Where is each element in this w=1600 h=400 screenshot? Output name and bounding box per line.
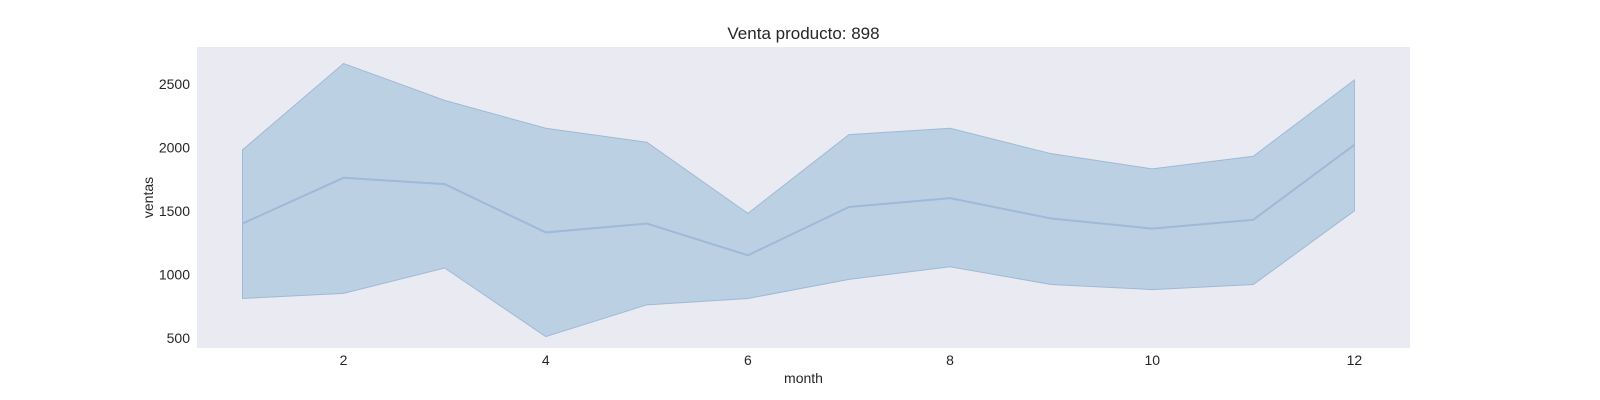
data-point <box>1252 219 1254 221</box>
y-axis-label: ventas <box>140 177 156 218</box>
x-tick-label: 10 <box>1144 352 1160 368</box>
data-point <box>241 223 243 225</box>
x-axis-label: month <box>784 370 823 386</box>
line-layer <box>241 143 1355 257</box>
data-point <box>646 223 648 225</box>
band-layer <box>241 62 1355 338</box>
confidence-band-0 <box>241 62 1355 338</box>
y-tick-label: 2000 <box>159 139 190 155</box>
data-point <box>949 197 951 199</box>
y-tick-label: 2500 <box>159 76 190 92</box>
x-tick-label: 2 <box>340 352 348 368</box>
data-point <box>1353 144 1355 146</box>
x-tick-label: 12 <box>1347 352 1363 368</box>
x-axis-ticks: 2 4 6 8 10 12 <box>340 352 1363 368</box>
y-tick-label: 1500 <box>159 203 190 219</box>
x-tick-label: 8 <box>946 352 954 368</box>
y-tick-label: 500 <box>167 330 191 346</box>
data-point <box>848 206 850 208</box>
series-line-0 <box>242 143 1355 257</box>
y-tick-label: 1000 <box>159 266 190 282</box>
data-point <box>444 183 446 185</box>
data-point <box>343 177 345 179</box>
data-point <box>1050 217 1052 219</box>
data-point <box>1151 228 1153 230</box>
chart-title: Venta producto: 898 <box>727 24 879 43</box>
x-tick-label: 4 <box>542 352 550 368</box>
data-point <box>747 254 749 256</box>
x-tick-label: 6 <box>744 352 752 368</box>
data-point <box>545 231 547 233</box>
y-axis-ticks: 500 1000 1500 2000 2500 <box>159 76 190 346</box>
